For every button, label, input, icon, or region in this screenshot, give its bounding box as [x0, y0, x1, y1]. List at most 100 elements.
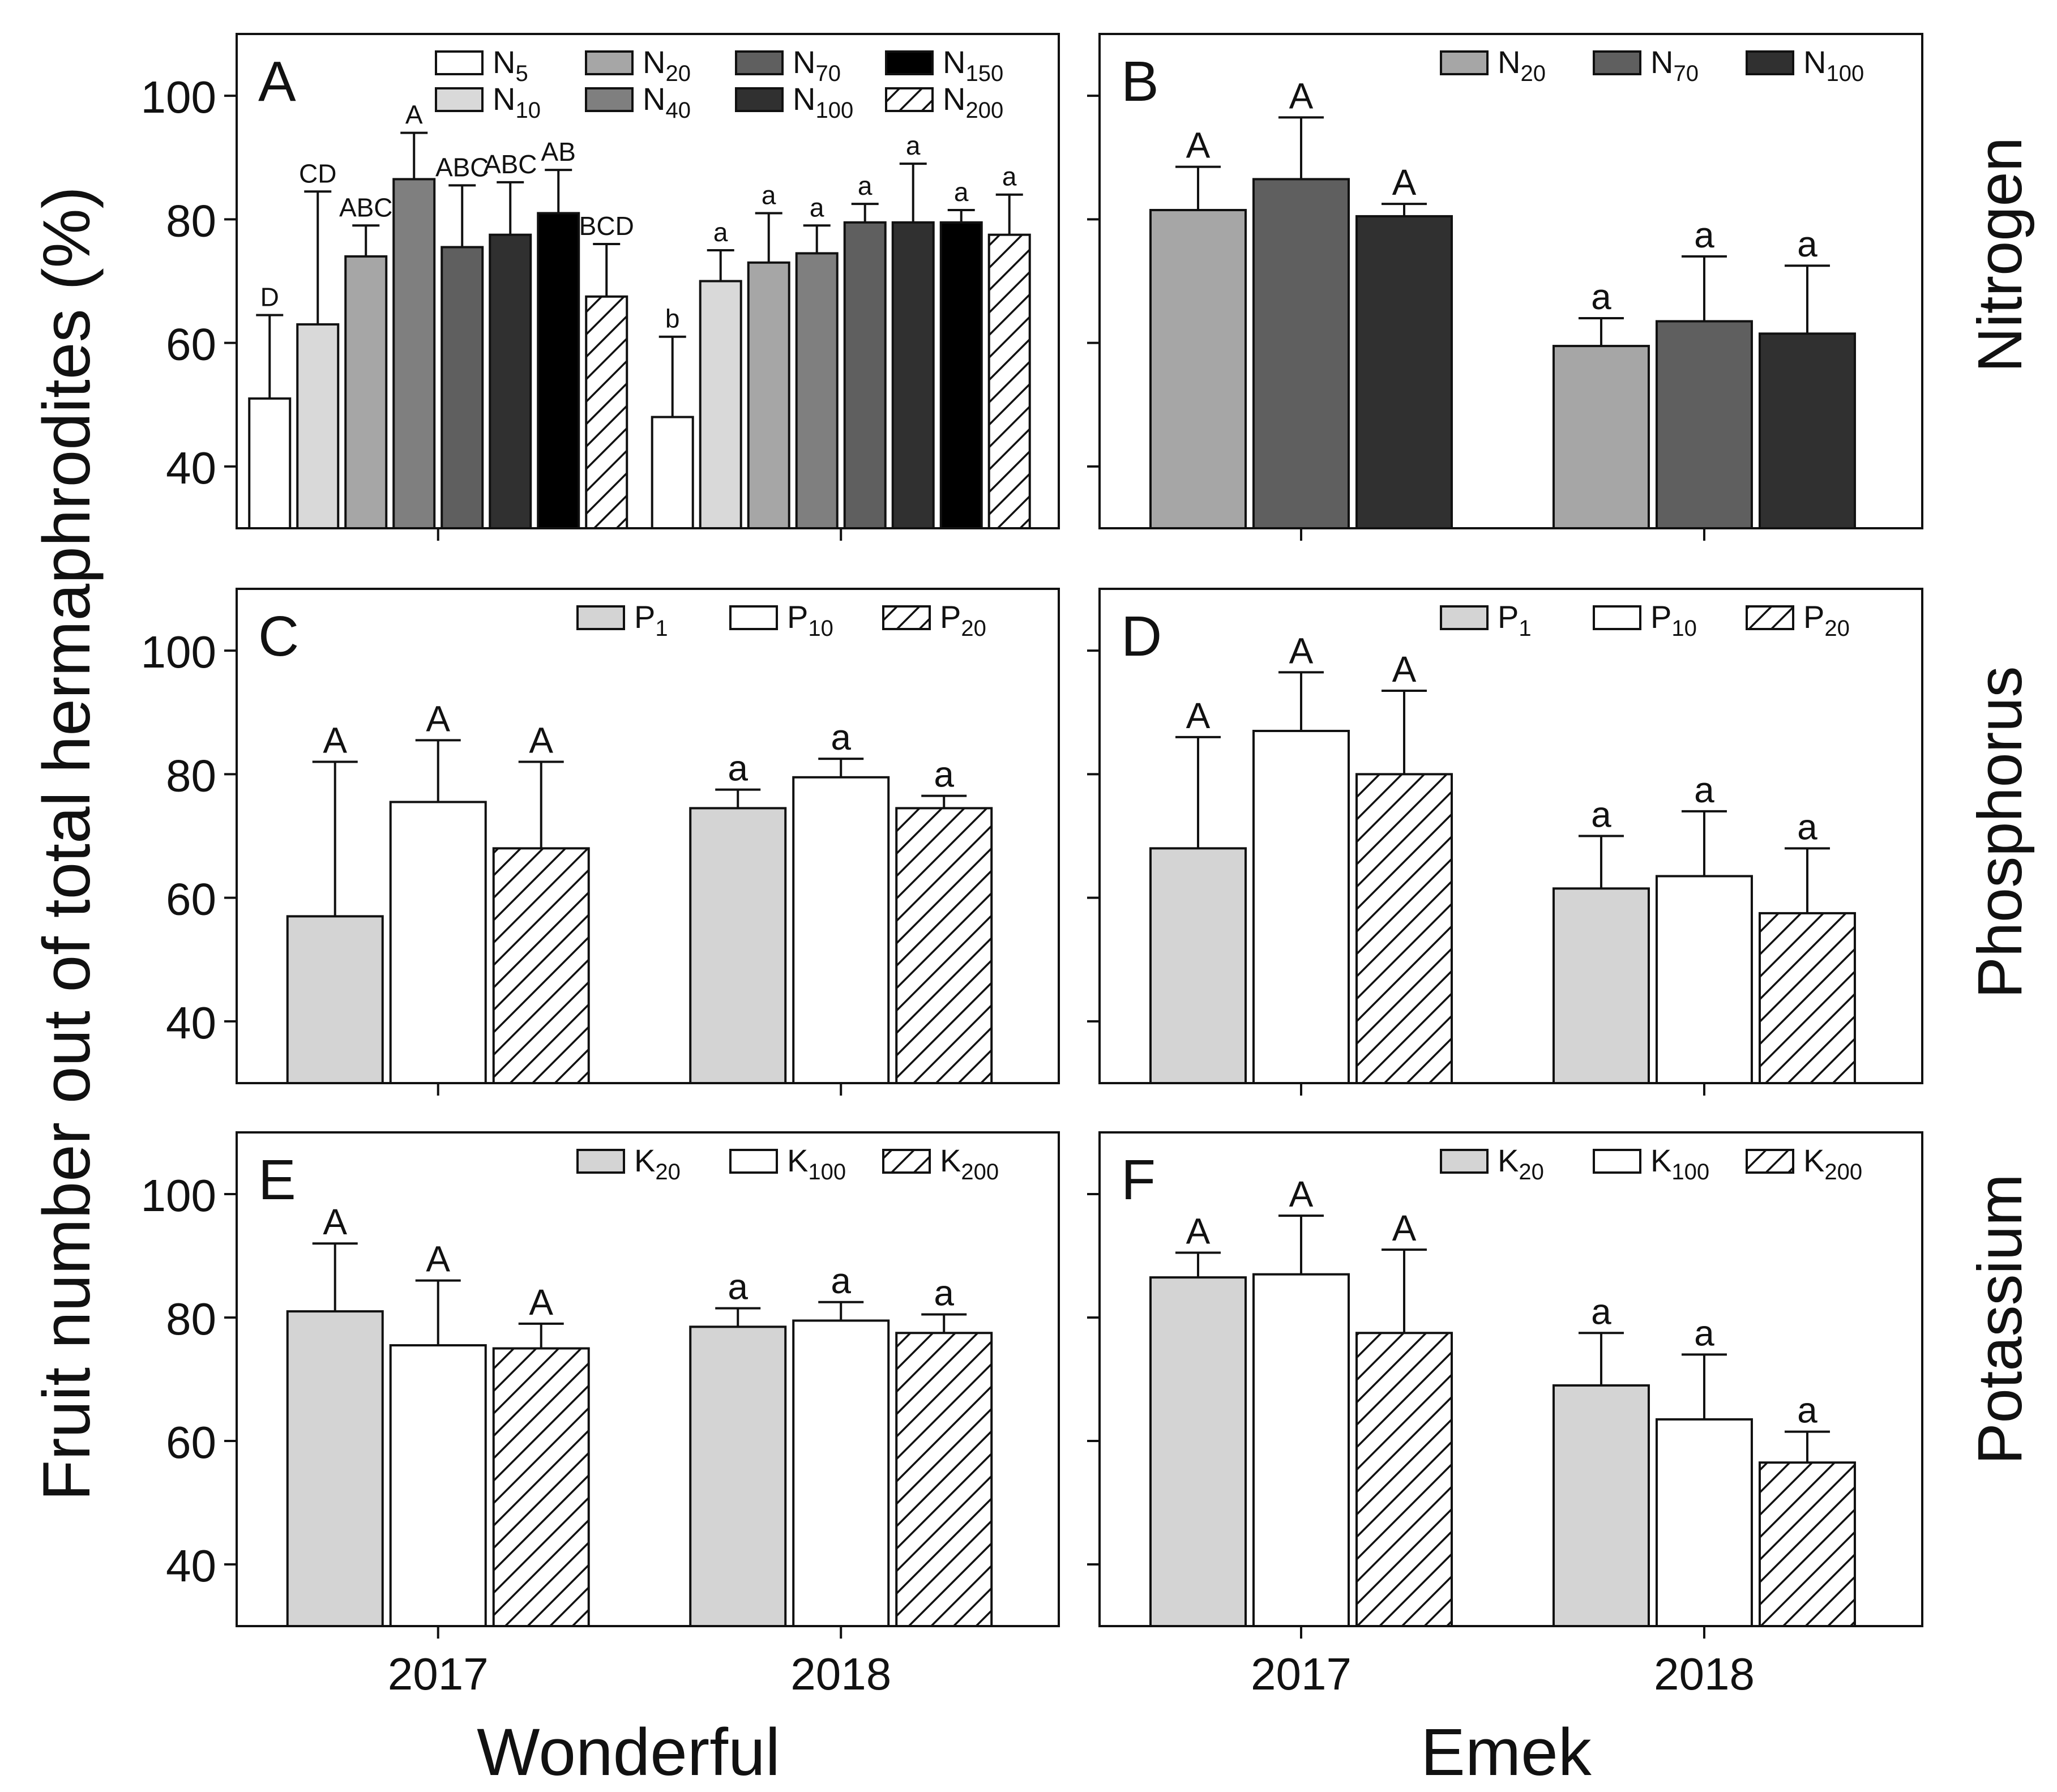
- significance-letter: A: [1392, 162, 1417, 203]
- legend: K20 K100 K200: [1440, 1143, 1862, 1184]
- significance-letter: ABC: [339, 193, 393, 222]
- significance-letter: A: [405, 100, 423, 130]
- bar: [1252, 178, 1350, 530]
- y-tick-label: 80: [166, 1294, 216, 1344]
- legend-label: N40: [643, 81, 691, 123]
- bar: [747, 261, 790, 529]
- significance-letter: A: [1186, 695, 1211, 736]
- significance-letter: a: [858, 171, 873, 200]
- legend-swatch: [1746, 605, 1794, 630]
- bar: [344, 255, 388, 529]
- significance-letter: A: [426, 698, 450, 739]
- y-tick-label: 40: [166, 443, 216, 493]
- bar: [389, 801, 487, 1084]
- bar: [1552, 1384, 1650, 1627]
- bar: [1355, 1332, 1453, 1627]
- legend-swatch: [576, 605, 625, 630]
- y-tick-label: 60: [166, 1417, 216, 1468]
- y-tick-label: 80: [166, 195, 216, 246]
- x-tick-label: 2017: [1251, 1649, 1352, 1699]
- significance-letter: a: [1591, 794, 1611, 835]
- legend-label: N70: [793, 44, 841, 86]
- legend-label: P10: [1650, 599, 1697, 641]
- legend-label: K100: [1650, 1143, 1709, 1184]
- legend-label: P1: [634, 599, 668, 641]
- significance-letter: a: [1591, 276, 1611, 317]
- bar: [1355, 773, 1453, 1084]
- legend-label-subscript: 10: [808, 616, 833, 641]
- significance-letter: a: [810, 193, 824, 222]
- significance-letter: A: [1186, 125, 1211, 166]
- legend-label-subscript: 40: [665, 98, 691, 123]
- legend-label: P20: [1803, 599, 1850, 641]
- row-label-potassium: Potassium: [1965, 1174, 2035, 1465]
- bar: [843, 221, 887, 529]
- significance-letter: D: [260, 283, 279, 312]
- significance-letter: a: [831, 717, 851, 758]
- bar: [795, 252, 839, 529]
- significance-letter: a: [1694, 769, 1714, 810]
- legend-label: K200: [1803, 1143, 1862, 1184]
- legend-label: N20: [643, 44, 691, 86]
- bar: [689, 807, 787, 1085]
- bar: [1758, 332, 1856, 529]
- bar: [286, 1310, 384, 1628]
- significance-letter: ABC: [435, 152, 489, 182]
- bar: [492, 1347, 590, 1627]
- significance-letter: A: [426, 1239, 450, 1280]
- row-label-nitrogen: Nitrogen: [1965, 137, 2035, 373]
- bar: [1552, 887, 1650, 1084]
- y-tick-label: 100: [141, 1170, 216, 1221]
- significance-letter: a: [728, 1267, 748, 1307]
- significance-letter: a: [1694, 1312, 1714, 1353]
- legend-label: N10: [493, 81, 541, 123]
- panel-letter: D: [1121, 605, 1162, 668]
- bar: [792, 1319, 890, 1627]
- significance-letter: BCD: [579, 211, 634, 241]
- bar: [389, 1344, 487, 1628]
- x-tick-label: 2018: [1654, 1649, 1755, 1699]
- legend-label-subscript: 150: [965, 61, 1003, 86]
- legend-swatch: [1440, 605, 1489, 630]
- bar: [296, 323, 340, 529]
- legend-label-subscript: 20: [1519, 1160, 1544, 1184]
- x-tick-label: 2018: [790, 1649, 891, 1699]
- legend-swatch: [1593, 1149, 1641, 1174]
- column-label-emek: Emek: [1421, 1715, 1592, 1790]
- significance-letter: a: [1797, 1390, 1817, 1431]
- significance-letter: a: [831, 1260, 851, 1301]
- y-tick-label: 100: [141, 627, 216, 677]
- y-tick-label: 80: [166, 750, 216, 801]
- panel-frame: [236, 1131, 1060, 1627]
- significance-letter: a: [1002, 162, 1017, 191]
- bar: [1655, 320, 1753, 530]
- legend-label: K200: [940, 1143, 999, 1184]
- bar: [651, 416, 694, 530]
- y-tick-label: 100: [141, 72, 216, 122]
- bar: [537, 212, 580, 529]
- bar: [492, 847, 590, 1084]
- significance-letter: CD: [299, 159, 336, 188]
- legend-swatch: [576, 1149, 625, 1174]
- significance-letter: a: [934, 1273, 954, 1314]
- legend-swatch: [1440, 50, 1489, 75]
- legend-swatch: [585, 87, 634, 112]
- bar: [1758, 912, 1856, 1084]
- significance-letter: A: [1289, 630, 1314, 671]
- legend: N20 N70 N100: [1440, 44, 1864, 86]
- legend-label-subscript: 70: [815, 61, 841, 86]
- bar: [699, 280, 742, 529]
- bar: [1552, 345, 1650, 529]
- legend-label: N100: [1803, 44, 1864, 86]
- panel-letter: A: [258, 50, 296, 113]
- significance-letter: A: [1289, 1174, 1314, 1214]
- legend-swatch: [1440, 1149, 1489, 1174]
- bar: [895, 807, 993, 1085]
- legend-swatch: [729, 1149, 778, 1174]
- legend-label: P20: [940, 599, 986, 641]
- significance-letter: A: [323, 720, 347, 761]
- legend-label-subscript: 5: [515, 61, 528, 86]
